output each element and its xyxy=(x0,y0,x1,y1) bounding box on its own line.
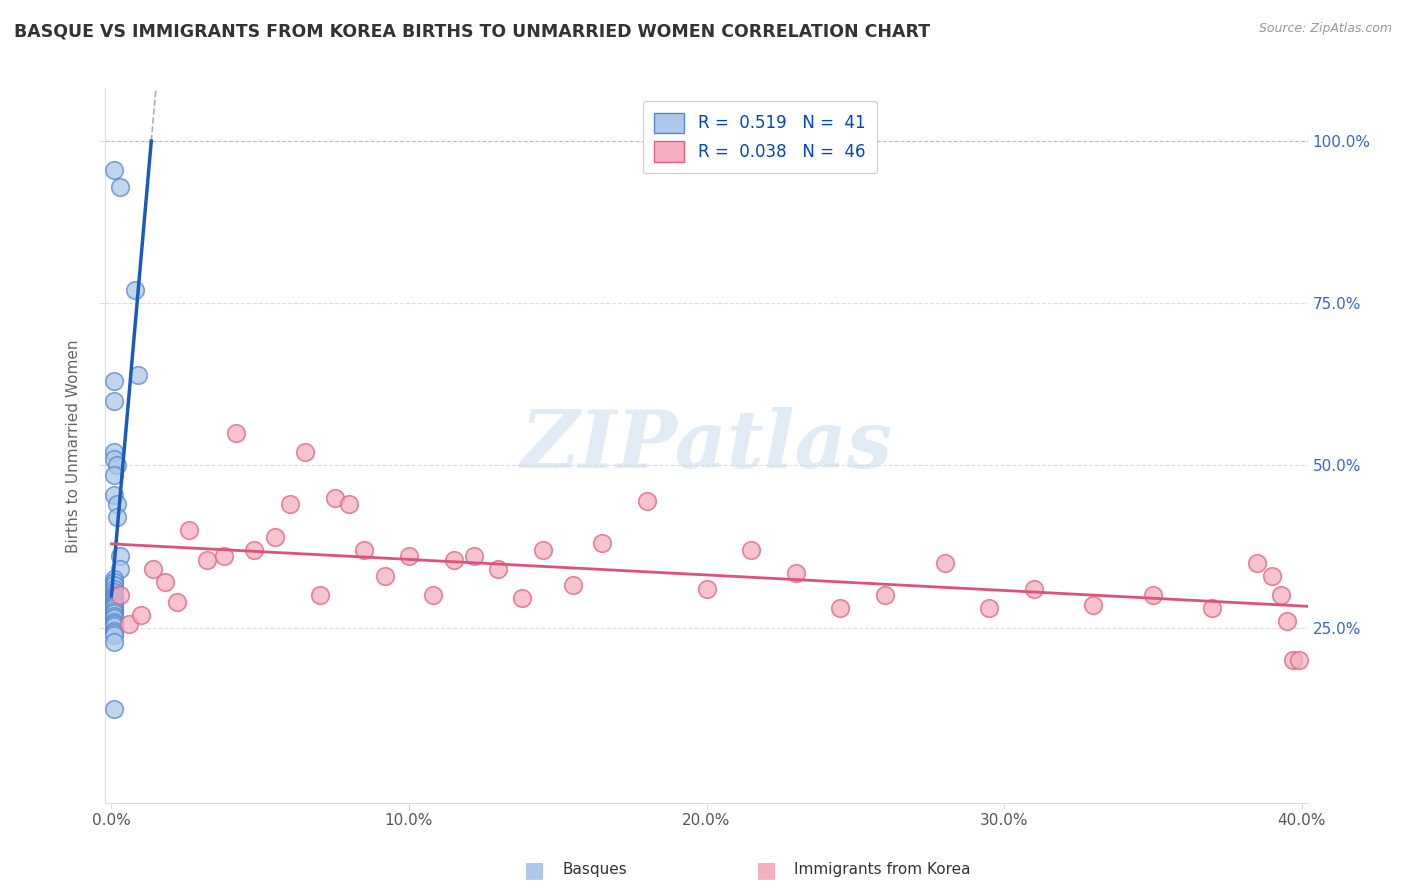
Point xyxy=(103,393,125,408)
Point xyxy=(103,575,125,590)
Point xyxy=(873,588,896,602)
Point xyxy=(124,283,146,297)
Point xyxy=(103,628,125,642)
Point xyxy=(103,619,125,633)
Point xyxy=(103,591,125,606)
Point xyxy=(127,368,149,382)
Point xyxy=(531,542,554,557)
Point xyxy=(695,582,717,596)
Point xyxy=(142,562,165,576)
Point xyxy=(979,601,1001,615)
Point xyxy=(1083,598,1105,612)
Point xyxy=(264,530,287,544)
Point xyxy=(830,601,852,615)
Point xyxy=(398,549,420,564)
Point xyxy=(323,491,346,505)
Point xyxy=(561,578,583,592)
Point xyxy=(129,607,152,622)
Point xyxy=(934,556,956,570)
Point xyxy=(103,615,125,630)
Point xyxy=(278,497,301,511)
Text: ZIPatlas: ZIPatlas xyxy=(520,408,893,484)
Point xyxy=(103,617,125,632)
Point xyxy=(422,588,444,602)
Point xyxy=(740,542,762,557)
Point xyxy=(103,595,125,609)
Point xyxy=(110,179,132,194)
Legend: R =  0.519   N =  41, R =  0.038   N =  46: R = 0.519 N = 41, R = 0.038 N = 46 xyxy=(643,101,877,173)
Point xyxy=(110,588,132,602)
Point xyxy=(1022,582,1045,596)
Point xyxy=(785,566,807,580)
Point xyxy=(103,588,125,602)
Point xyxy=(103,585,125,599)
Point xyxy=(103,572,125,586)
Point xyxy=(103,609,125,624)
Point xyxy=(225,425,247,440)
Text: Immigrants from Korea: Immigrants from Korea xyxy=(794,863,972,877)
Text: ■: ■ xyxy=(524,860,544,880)
Point xyxy=(443,552,465,566)
Point xyxy=(103,488,125,502)
Point xyxy=(103,611,125,625)
Point xyxy=(1246,556,1268,570)
Point xyxy=(103,163,125,178)
Point xyxy=(105,510,128,524)
Point xyxy=(486,562,509,576)
Point xyxy=(103,607,125,621)
Text: BASQUE VS IMMIGRANTS FROM KOREA BIRTHS TO UNMARRIED WOMEN CORRELATION CHART: BASQUE VS IMMIGRANTS FROM KOREA BIRTHS T… xyxy=(14,22,931,40)
Point xyxy=(103,582,125,596)
Point xyxy=(591,536,613,550)
Point xyxy=(118,617,141,632)
Point xyxy=(195,552,218,566)
Point xyxy=(103,625,125,640)
Point xyxy=(103,599,125,614)
Point xyxy=(103,445,125,459)
Point xyxy=(105,458,128,473)
Text: ■: ■ xyxy=(756,860,776,880)
Point xyxy=(103,702,125,716)
Point xyxy=(153,575,176,590)
Point xyxy=(110,562,132,576)
Point xyxy=(103,601,125,615)
Point xyxy=(103,604,125,618)
Point xyxy=(1261,568,1284,582)
Point xyxy=(243,542,266,557)
Point xyxy=(103,596,125,610)
Point xyxy=(166,595,188,609)
Point xyxy=(1281,653,1303,667)
Point xyxy=(1270,588,1292,602)
Point xyxy=(103,578,125,592)
Point xyxy=(294,445,316,459)
Point xyxy=(510,591,533,606)
Text: Basques: Basques xyxy=(562,863,627,877)
Point xyxy=(103,374,125,388)
Y-axis label: Births to Unmarried Women: Births to Unmarried Women xyxy=(66,339,82,553)
Point xyxy=(110,549,132,564)
Point xyxy=(214,549,236,564)
Point xyxy=(1288,653,1310,667)
Point xyxy=(103,598,125,612)
Point xyxy=(339,497,361,511)
Point xyxy=(1275,614,1298,628)
Point xyxy=(177,524,200,538)
Point xyxy=(103,592,125,607)
Point xyxy=(105,497,128,511)
Point xyxy=(103,635,125,649)
Point xyxy=(103,468,125,483)
Point xyxy=(103,590,125,604)
Point xyxy=(103,624,125,638)
Point xyxy=(1201,601,1223,615)
Point xyxy=(1142,588,1164,602)
Point xyxy=(308,588,330,602)
Point xyxy=(353,542,375,557)
Point xyxy=(374,568,396,582)
Point xyxy=(103,452,125,467)
Text: Source: ZipAtlas.com: Source: ZipAtlas.com xyxy=(1258,22,1392,36)
Point xyxy=(463,549,485,564)
Point xyxy=(636,494,658,508)
